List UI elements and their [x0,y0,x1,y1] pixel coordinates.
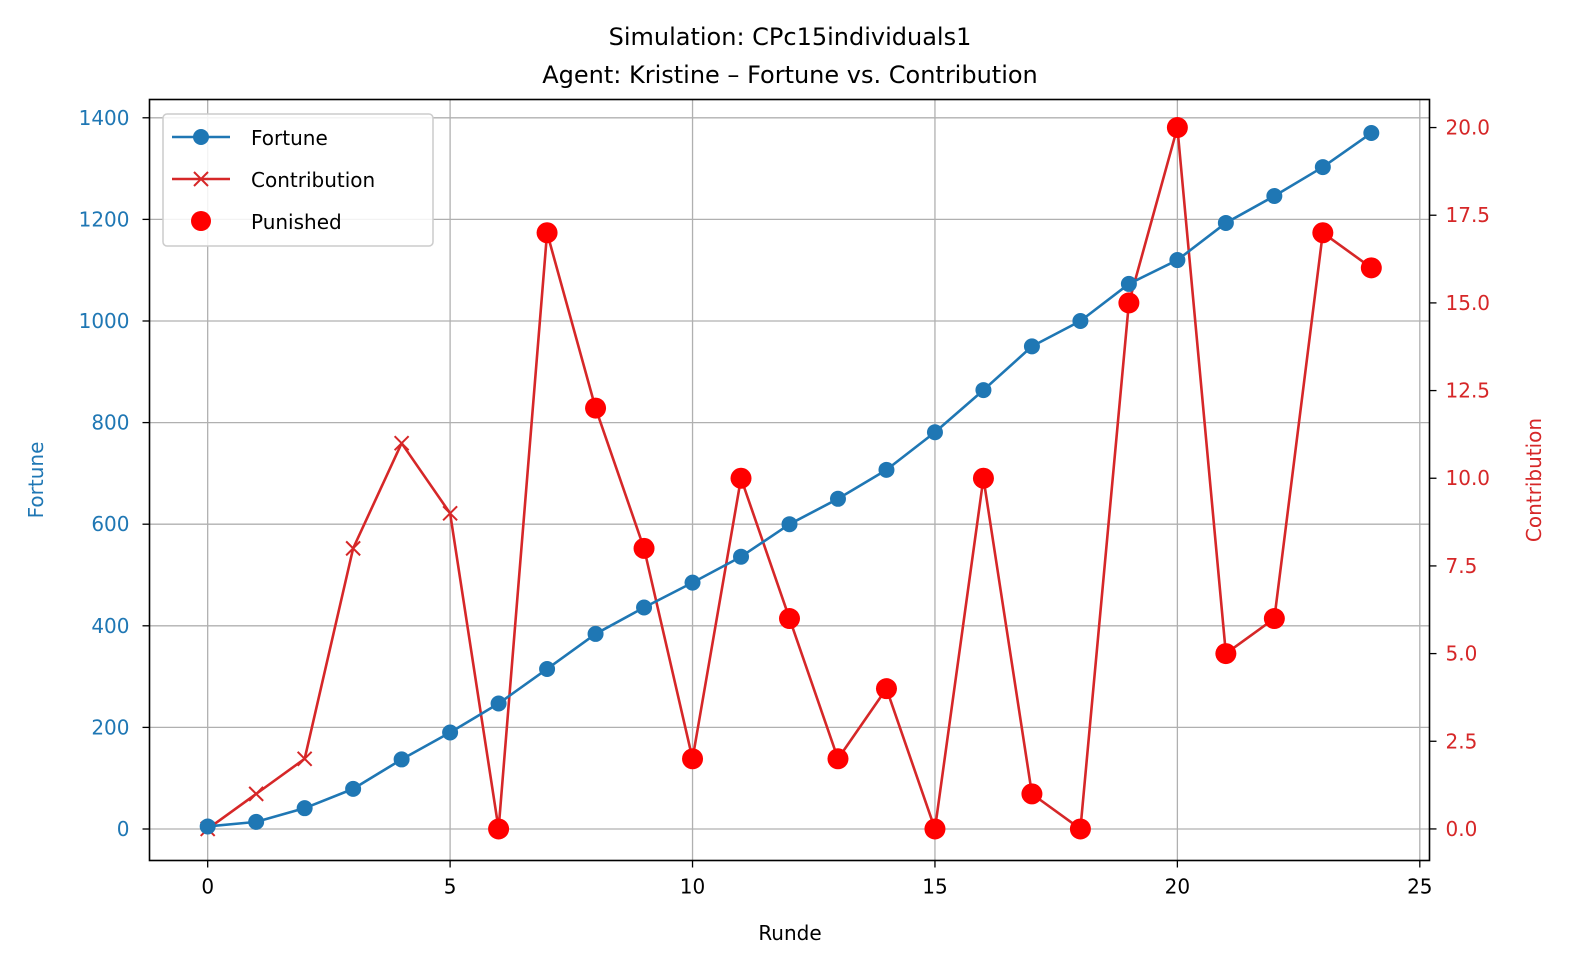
x-tick-label: 0 [201,875,214,899]
left-y-tick-label: 600 [91,512,129,536]
chart-title: Simulation: CPc15individuals1 [609,23,972,51]
punished-point [827,748,849,770]
punished-point [536,222,558,244]
legend-contribution-marker [193,171,209,187]
fortune-point [199,818,216,835]
punished-point [1118,292,1140,314]
fortune-point [539,660,556,677]
fortune-point [975,382,992,399]
fortune-point [248,813,265,830]
x-tick-label: 10 [680,875,705,899]
fortune-point [636,599,653,616]
fortune-point [1169,252,1186,269]
fortune-point [490,695,507,712]
x-tick-label: 5 [444,875,457,899]
punished-point [1263,608,1285,630]
fortune-point [878,461,895,478]
right-y-tick-label: 10.0 [1446,466,1491,490]
punished-point [1166,117,1188,139]
legend-label-punished: Punished [251,210,342,234]
right-y-tick-label: 0.0 [1446,817,1478,841]
right-y-tick-label: 15.0 [1446,291,1491,315]
legend: Fortune Contribution Punished [162,113,434,247]
left-y-tick-label: 1200 [79,207,130,231]
left-axis-ticks: 0 200 400 600 800 1000 1200 1400 [79,106,150,841]
legend-label-fortune: Fortune [251,126,328,150]
left-axis-label: Fortune [24,442,48,519]
left-y-tick-label: 400 [91,614,129,638]
fortune-point [442,724,459,741]
punished-point [1021,783,1043,805]
punished-point [1069,818,1091,840]
left-y-tick-label: 1400 [79,106,130,130]
punished-point [1360,257,1382,279]
right-y-tick-label: 7.5 [1446,554,1478,578]
punished-point [779,608,800,630]
fortune-point [1217,214,1234,231]
punished-point [1215,643,1237,665]
punished-point [730,467,752,489]
contribution-point [296,751,313,767]
punished-point [633,537,655,559]
right-y-tick-label: 12.5 [1446,379,1491,403]
left-y-tick-label: 800 [91,411,129,435]
right-axis-ticks: 0.0 2.5 5.0 7.5 10.0 12.5 15.0 17.5 20.0 [1429,116,1491,841]
punished-point [972,467,994,489]
fortune-point [1314,159,1331,176]
fortune-point [781,516,798,533]
punished-point [585,397,607,419]
punished-point [924,818,946,840]
legend-fortune-marker [193,129,209,145]
x-tick-label: 25 [1407,875,1432,899]
punished-point [875,678,897,700]
contribution-point [442,505,458,522]
fortune-point [733,548,750,565]
contribution-point [248,786,264,802]
fortune-point [1072,312,1089,329]
right-axis-label: Contribution [1522,418,1546,542]
chart-subtitle: Agent: Kristine – Fortune vs. Contributi… [542,61,1038,89]
fortune-point [684,574,701,591]
fortune-point [587,625,604,642]
x-axis-label: Runde [758,921,821,945]
punished-point [488,818,510,840]
fortune-point [296,800,313,817]
plot-frame [148,98,1431,862]
left-y-tick-label: 200 [91,715,129,739]
right-y-tick-label: 20.0 [1446,116,1491,140]
fortune-point [1363,125,1380,142]
contribution-point [393,435,410,451]
x-tick-label: 15 [922,875,947,899]
fortune-point [829,490,846,507]
fortune-point [1023,338,1040,355]
left-y-tick-label: 1000 [79,309,130,333]
fortune-point [926,424,943,441]
legend-label-contribution: Contribution [251,168,375,192]
left-y-tick-label: 0 [117,817,130,841]
fortune-point [1120,275,1137,292]
right-y-tick-label: 17.5 [1446,203,1491,227]
x-axis-ticks: 0 5 10 15 20 25 [201,860,1433,899]
legend-box [162,113,434,247]
contribution-point [345,540,361,557]
legend-punished-marker [191,211,211,231]
x-tick-label: 20 [1165,875,1190,899]
fortune-point [393,751,410,768]
fortune-point [1266,188,1283,205]
right-y-tick-label: 5.0 [1446,642,1478,666]
punished-point [682,748,704,770]
fortune-point [345,780,362,797]
right-y-tick-label: 2.5 [1446,729,1478,753]
punished-point [1312,222,1334,244]
series-layer [199,117,1382,840]
